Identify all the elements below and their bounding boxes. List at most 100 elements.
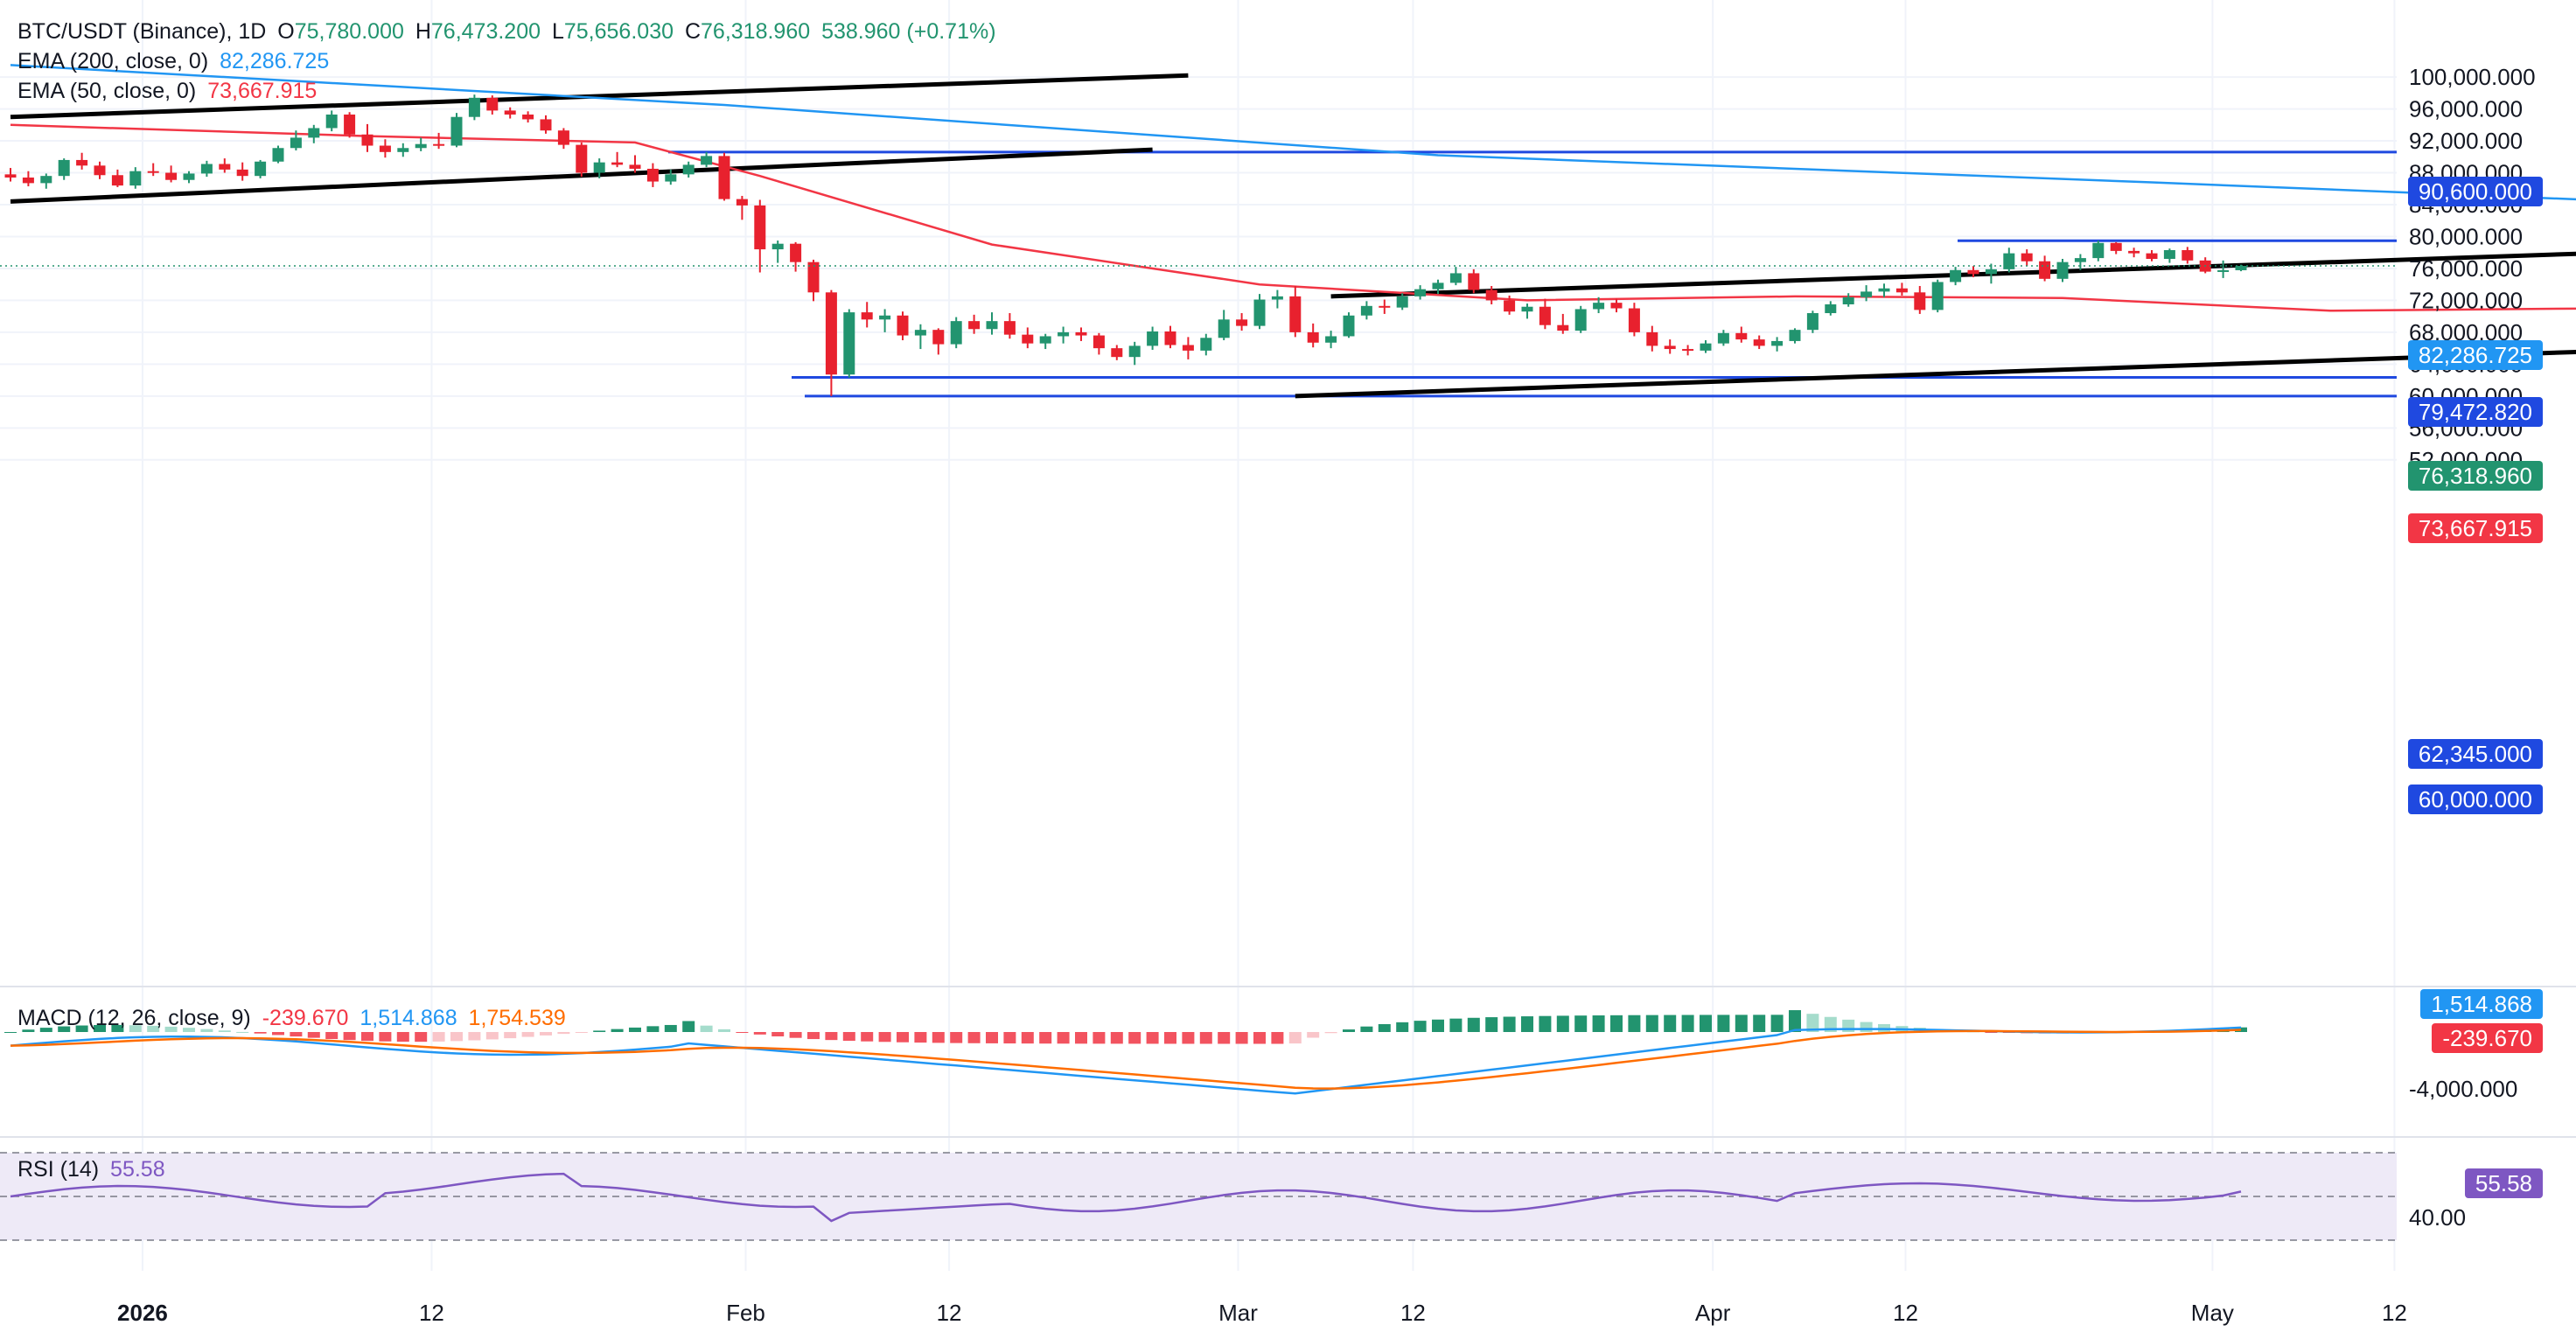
candle-body bbox=[646, 168, 659, 182]
candle bbox=[1128, 341, 1141, 366]
candle bbox=[1682, 345, 1694, 356]
macd-hist-bar bbox=[842, 1032, 855, 1042]
macd-hist-bar bbox=[485, 1032, 499, 1040]
macd-hist-bar bbox=[861, 1032, 874, 1042]
price-tag-60000[interactable]: 60,000.000 bbox=[2407, 785, 2543, 814]
candle bbox=[1182, 337, 1194, 359]
candle bbox=[1325, 331, 1337, 349]
macd-hist-bar bbox=[1039, 1032, 1052, 1044]
macd-hist-bar bbox=[1681, 1015, 1694, 1032]
candle-body bbox=[1343, 315, 1355, 337]
candle bbox=[1360, 301, 1372, 320]
candle-body bbox=[914, 330, 926, 336]
time-axis-label: 12 bbox=[1893, 1300, 1918, 1326]
candle bbox=[522, 111, 534, 123]
rsi-band bbox=[0, 1152, 2397, 1241]
macd-hist-bar bbox=[1521, 1016, 1533, 1032]
macd-hist-bar bbox=[718, 1029, 730, 1032]
candle-body bbox=[522, 114, 534, 120]
candle bbox=[1664, 339, 1676, 354]
candle-body bbox=[1200, 338, 1212, 351]
macd-hist-bar bbox=[2235, 1027, 2247, 1032]
candle-body bbox=[290, 137, 302, 149]
candle bbox=[2110, 241, 2122, 255]
candle bbox=[1825, 301, 1837, 316]
candle-body bbox=[415, 143, 427, 149]
candle-body bbox=[2235, 266, 2247, 270]
candle bbox=[897, 311, 909, 341]
candle-body bbox=[2074, 258, 2086, 262]
candle bbox=[1147, 326, 1159, 350]
candle bbox=[1771, 337, 1784, 352]
candle-body bbox=[4, 174, 17, 178]
candle-body bbox=[397, 148, 409, 152]
candle bbox=[914, 324, 926, 350]
macd-hist-bar bbox=[218, 1030, 231, 1032]
candle bbox=[58, 158, 70, 180]
macd-hist-bar bbox=[1664, 1015, 1677, 1032]
candle-body bbox=[861, 312, 873, 320]
candle bbox=[1521, 303, 1533, 319]
candle bbox=[1093, 332, 1105, 355]
candle-body bbox=[111, 175, 123, 186]
close-value: 76,318.960 bbox=[701, 19, 811, 44]
price-tag-79472[interactable]: 79,472.820 bbox=[2407, 397, 2543, 427]
macd-hist-bar bbox=[1467, 1017, 1480, 1032]
candle bbox=[200, 160, 213, 178]
candle-body bbox=[1325, 336, 1337, 343]
candle bbox=[754, 199, 766, 273]
candle-body bbox=[147, 171, 159, 173]
candle bbox=[1504, 295, 1516, 315]
candle bbox=[2146, 249, 2158, 262]
price-tag-90600[interactable]: 90,600.000 bbox=[2407, 177, 2543, 206]
candle-body bbox=[1128, 345, 1141, 358]
candle bbox=[557, 128, 569, 150]
candle-body bbox=[1218, 319, 1230, 338]
macd-hist-value: -239.670 bbox=[262, 1006, 349, 1030]
candle-body bbox=[1646, 331, 1658, 346]
macd-hist-bar bbox=[753, 1032, 766, 1035]
candle-body bbox=[236, 169, 248, 177]
candle-body bbox=[58, 159, 70, 177]
candle-body bbox=[2110, 242, 2122, 251]
candle bbox=[576, 142, 588, 178]
candle-body bbox=[1771, 340, 1784, 346]
candle bbox=[701, 151, 713, 168]
candle bbox=[1860, 285, 1873, 302]
price-tag-62345[interactable]: 62,345.000 bbox=[2407, 739, 2543, 769]
change-value: 538.960 (+0.71%) bbox=[821, 19, 996, 44]
candle-body bbox=[2217, 269, 2230, 272]
candle-body bbox=[682, 164, 695, 175]
candle-body bbox=[1003, 321, 1016, 335]
candle bbox=[1539, 298, 1551, 330]
candle bbox=[593, 158, 605, 178]
candle bbox=[611, 151, 624, 168]
candle bbox=[968, 314, 981, 334]
macd-tag-line: 1,514.868 bbox=[2420, 989, 2543, 1019]
candle-body bbox=[1182, 345, 1194, 351]
macd-hist-bar bbox=[415, 1032, 428, 1043]
candle-body bbox=[1164, 331, 1176, 345]
candle-body bbox=[2003, 253, 2015, 269]
macd-hist-bar bbox=[664, 1024, 677, 1032]
candle-body bbox=[629, 164, 641, 169]
candle-body bbox=[1396, 296, 1408, 308]
candle-body bbox=[1806, 313, 1819, 331]
macd-hist-bar bbox=[1770, 1015, 1784, 1032]
horizontal-levels[interactable] bbox=[668, 150, 2397, 398]
trendline bbox=[10, 73, 1189, 120]
candle bbox=[1164, 325, 1176, 349]
candle-body bbox=[2128, 250, 2140, 254]
macd-hist-bar bbox=[1789, 1010, 1801, 1032]
candle bbox=[1236, 313, 1248, 331]
candle bbox=[308, 124, 320, 143]
candle-body bbox=[1414, 289, 1427, 296]
main-legend: BTC/USDT (Binance), 1D O75,780.000 H76,4… bbox=[17, 17, 1002, 106]
candle bbox=[2039, 255, 2051, 282]
candle-body bbox=[950, 321, 962, 345]
candle bbox=[2217, 260, 2230, 278]
macd-hist-bar bbox=[540, 1032, 552, 1036]
candle-body bbox=[968, 321, 981, 330]
candle-body bbox=[754, 205, 766, 250]
